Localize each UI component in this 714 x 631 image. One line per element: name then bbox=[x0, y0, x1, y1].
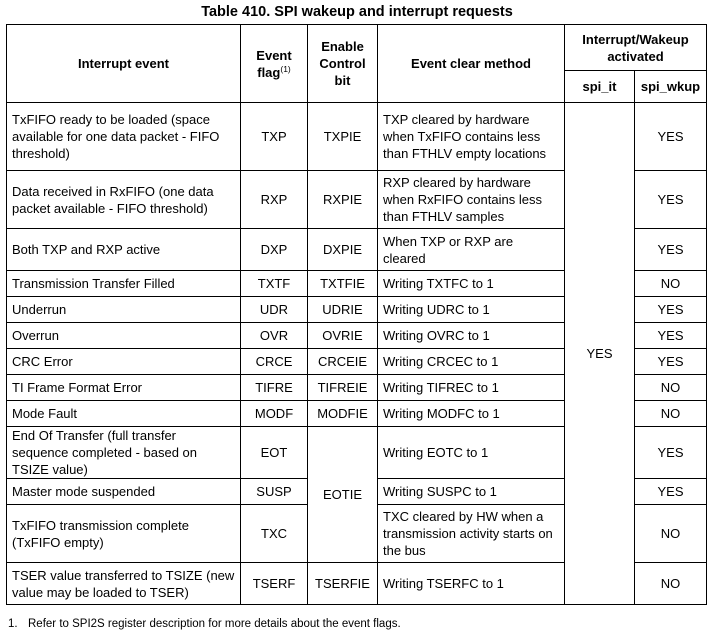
event-clear-method-cell: Writing TSERFC to 1 bbox=[377, 562, 565, 605]
enable-control-bit-cell: OVRIE bbox=[307, 322, 378, 349]
spi-wkup-cell: YES bbox=[634, 170, 707, 229]
table-row-rxp: Data received in RxFIFO (one data packet… bbox=[6, 170, 707, 229]
table-row-ovr: Overrun OVR OVRIE Writing OVRC to 1 YES bbox=[6, 322, 707, 349]
interrupt-event-cell: TxFIFO transmission complete (TxFIFO emp… bbox=[6, 504, 241, 563]
table-title: Table 410. SPI wakeup and interrupt requ… bbox=[201, 4, 513, 20]
spi-wkup-cell: YES bbox=[634, 228, 707, 271]
event-clear-method-cell: RXP cleared by hardware when RxFIFO cont… bbox=[377, 170, 565, 229]
enable-control-bit-cell: TSERFIE bbox=[307, 562, 378, 605]
spi-it-cell: YES bbox=[564, 102, 635, 605]
enable-control-bit-cell: DXPIE bbox=[307, 228, 378, 271]
event-clear-method-cell: Writing TXTFC to 1 bbox=[377, 270, 565, 297]
enable-control-bit-cell: RXPIE bbox=[307, 170, 378, 229]
event-clear-method-cell: Writing EOTC to 1 bbox=[377, 426, 565, 479]
interrupt-event-cell: TSER value transferred to TSIZE (new val… bbox=[6, 562, 241, 605]
event-flag-cell: TXC bbox=[240, 504, 308, 563]
spi-wkup-cell: NO bbox=[634, 270, 707, 297]
enable-control-bit-cell: TIFREIE bbox=[307, 374, 378, 401]
enable-control-bit-cell: TXTFIE bbox=[307, 270, 378, 297]
footnote-number: 1. bbox=[8, 618, 18, 630]
table-row-udr: Underrun UDR UDRIE Writing UDRC to 1 YES bbox=[6, 296, 707, 323]
table-row-dxp: Both TXP and RXP active DXP DXPIE When TXP … bbox=[6, 228, 707, 271]
header-event-clear-method: Event clear method bbox=[377, 24, 565, 103]
footnote-ref: (1) bbox=[280, 63, 291, 74]
interrupt-event-cell: Data received in RxFIFO (one data packet… bbox=[6, 170, 241, 229]
footnote-text: Refer to SPI2S register description for … bbox=[28, 618, 401, 630]
header-interrupt-event: Interrupt event bbox=[6, 24, 241, 103]
header-event-flag: Event flag(1) bbox=[240, 24, 308, 103]
interrupt-event-cell: CRC Error bbox=[6, 348, 241, 375]
spi-wkup-cell: NO bbox=[634, 374, 707, 401]
spi-interrupt-table: Interrupt event Event flag(1) Enable Con… bbox=[6, 24, 707, 605]
header-spi-it: spi_it bbox=[564, 70, 635, 103]
enable-control-bit-cell: MODFIE bbox=[307, 400, 378, 427]
event-clear-method-cell: TXP cleared by hardware when TxFIFO cont… bbox=[377, 102, 565, 171]
event-flag-cell: RXP bbox=[240, 170, 308, 229]
enable-control-bit-cell: CRCEIE bbox=[307, 348, 378, 375]
interrupt-event-cell: TxFIFO ready to be loaded (space availab… bbox=[6, 102, 241, 171]
spi-wkup-cell: YES bbox=[634, 348, 707, 375]
interrupt-event-cell: Mode Fault bbox=[6, 400, 241, 427]
spi-wkup-cell: NO bbox=[634, 504, 707, 563]
spi-wkup-cell: YES bbox=[634, 478, 707, 505]
event-clear-method-cell: Writing TIFREC to 1 bbox=[377, 374, 565, 401]
spi-wkup-cell: YES bbox=[634, 296, 707, 323]
event-flag-cell: UDR bbox=[240, 296, 308, 323]
interrupt-event-cell: Underrun bbox=[6, 296, 241, 323]
table-row-eot: End Of Transfer (full transfer sequence … bbox=[6, 426, 707, 563]
table-row-txtf: Transmission Transfer Filled TXTF TXTFIE Wr… bbox=[6, 270, 707, 297]
footnote: 1. Refer to SPI2S register description fo… bbox=[8, 617, 401, 631]
event-flag-cell: EOT bbox=[240, 426, 308, 479]
spi-wkup-cell: NO bbox=[634, 562, 707, 605]
event-clear-method-cell: When TXP or RXP are cleared bbox=[377, 228, 565, 271]
spi-wkup-cell: YES bbox=[634, 426, 707, 479]
enable-control-bit-cell: EOTIE bbox=[307, 426, 378, 563]
event-flag-cell: TSERF bbox=[240, 562, 308, 605]
interrupt-event-cell: Transmission Transfer Filled bbox=[6, 270, 241, 297]
table-row-tserf: TSER value transferred to TSIZE (new val… bbox=[6, 562, 707, 605]
event-flag-cell: DXP bbox=[240, 228, 308, 271]
event-clear-method-cell: Writing MODFC to 1 bbox=[377, 400, 565, 427]
event-flag-cell: TIFRE bbox=[240, 374, 308, 401]
event-flag-cell: TXTF bbox=[240, 270, 308, 297]
interrupt-event-cell: End Of Transfer (full transfer sequence … bbox=[6, 426, 241, 479]
event-clear-method-cell: Writing CRCEC to 1 bbox=[377, 348, 565, 375]
interrupt-event-cell: TI Frame Format Error bbox=[6, 374, 241, 401]
event-clear-method-cell: Writing OVRC to 1 bbox=[377, 322, 565, 349]
header-enable-control-bit: Enable Control bit bbox=[307, 24, 378, 103]
spi-wkup-cell: YES bbox=[634, 322, 707, 349]
header-interrupt-wakeup-activated: Interrupt/Wakeup activated bbox=[564, 24, 707, 71]
event-flag-cell: SUSP bbox=[240, 478, 308, 505]
enable-control-bit-cell: UDRIE bbox=[307, 296, 378, 323]
interrupt-event-cell: Master mode suspended bbox=[6, 478, 241, 505]
event-flag-cell: OVR bbox=[240, 322, 308, 349]
enable-control-bit-cell: TXPIE bbox=[307, 102, 378, 171]
event-flag-cell: CRCE bbox=[240, 348, 308, 375]
header-spi-wkup: spi_wkup bbox=[634, 70, 707, 103]
interrupt-event-cell: Both TXP and RXP active bbox=[6, 228, 241, 271]
spi-wkup-cell: YES bbox=[634, 102, 707, 171]
table-row-modf: Mode Fault MODF MODFIE Writing MODFC to 1 NO bbox=[6, 400, 707, 427]
event-flag-cell: TXP bbox=[240, 102, 308, 171]
table-row-crce: CRC Error CRCE CRCEIE Writing CRCEC to 1 YES bbox=[6, 348, 707, 375]
event-flag-cell: MODF bbox=[240, 400, 308, 427]
event-clear-method-cell: TXC cleared by HW when a transmission ac… bbox=[377, 504, 565, 563]
spi-wkup-cell: NO bbox=[634, 400, 707, 427]
event-clear-method-cell: Writing SUSPC to 1 bbox=[377, 478, 565, 505]
event-clear-method-cell: Writing UDRC to 1 bbox=[377, 296, 565, 323]
table-row-txp: TxFIFO ready to be loaded (space availab… bbox=[6, 102, 707, 605]
interrupt-event-cell: Overrun bbox=[6, 322, 241, 349]
